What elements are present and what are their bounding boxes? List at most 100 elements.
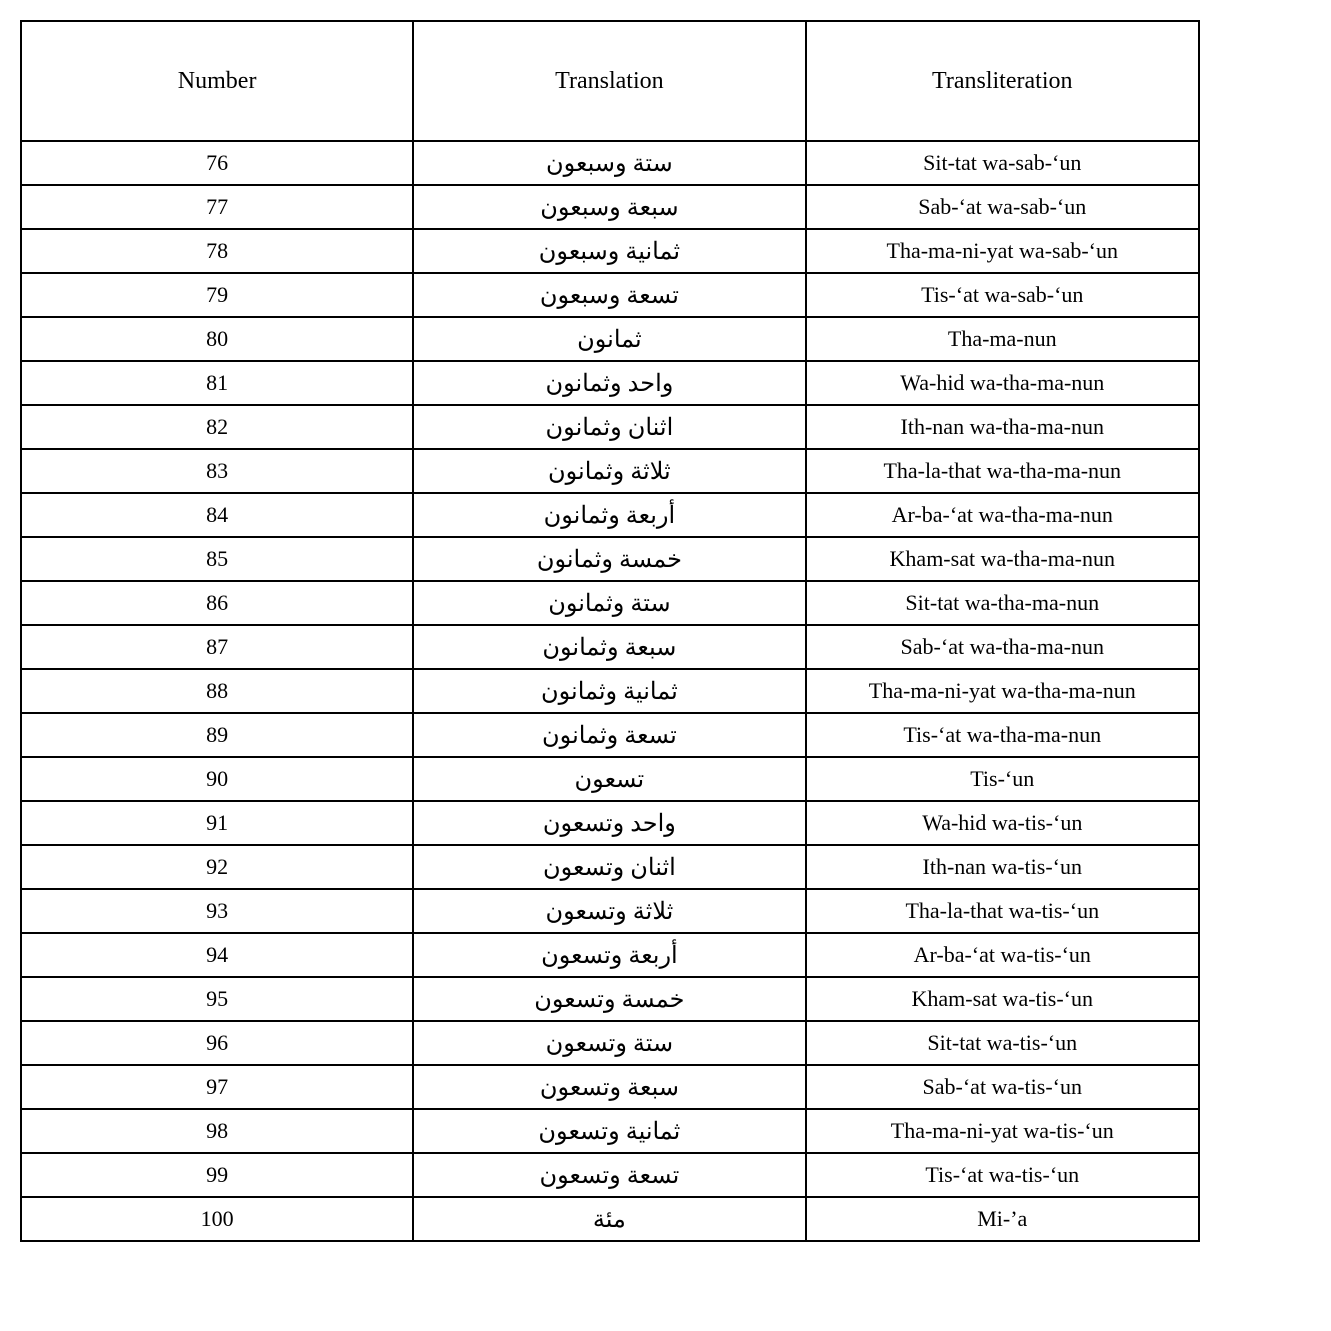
header-row: Number Translation Transliteration: [21, 21, 1199, 141]
cell-translation: واحد وتسعون: [413, 801, 805, 845]
cell-transliteration: Tha-la-that wa-tis-‘un: [806, 889, 1199, 933]
cell-number: 95: [21, 977, 413, 1021]
cell-number: 94: [21, 933, 413, 977]
cell-transliteration: Tha-ma-ni-yat wa-tha-ma-nun: [806, 669, 1199, 713]
cell-transliteration: Tis-‘at wa-tha-ma-nun: [806, 713, 1199, 757]
table-row: 80ثمانونTha-ma-nun: [21, 317, 1199, 361]
cell-transliteration: Sab-‘at wa-tha-ma-nun: [806, 625, 1199, 669]
cell-number: 97: [21, 1065, 413, 1109]
table-row: 90تسعونTis-‘un: [21, 757, 1199, 801]
table-row: 81واحد وثمانونWa-hid wa-tha-ma-nun: [21, 361, 1199, 405]
header-translation: Translation: [413, 21, 805, 141]
cell-transliteration: Ith-nan wa-tis-‘un: [806, 845, 1199, 889]
cell-transliteration: Ar-ba-‘at wa-tha-ma-nun: [806, 493, 1199, 537]
cell-translation: ثلاثة وثمانون: [413, 449, 805, 493]
table-row: 97سبعة وتسعونSab-‘at wa-tis-‘un: [21, 1065, 1199, 1109]
cell-number: 77: [21, 185, 413, 229]
cell-transliteration: Tha-la-that wa-tha-ma-nun: [806, 449, 1199, 493]
cell-transliteration: Sit-tat wa-tis-‘un: [806, 1021, 1199, 1065]
cell-number: 88: [21, 669, 413, 713]
cell-number: 82: [21, 405, 413, 449]
table-row: 92اثنان وتسعونIth-nan wa-tis-‘un: [21, 845, 1199, 889]
cell-transliteration: Tis-‘un: [806, 757, 1199, 801]
cell-number: 76: [21, 141, 413, 185]
cell-transliteration: Tis-‘at wa-tis-‘un: [806, 1153, 1199, 1197]
cell-number: 81: [21, 361, 413, 405]
cell-translation: ثلاثة وتسعون: [413, 889, 805, 933]
table-row: 79تسعة وسبعونTis-‘at wa-sab-‘un: [21, 273, 1199, 317]
cell-number: 79: [21, 273, 413, 317]
table-row: 78ثمانية وسبعونTha-ma-ni-yat wa-sab-‘un: [21, 229, 1199, 273]
cell-transliteration: Kham-sat wa-tha-ma-nun: [806, 537, 1199, 581]
table-row: 95خمسة وتسعونKham-sat wa-tis-‘un: [21, 977, 1199, 1021]
cell-number: 84: [21, 493, 413, 537]
table-row: 84أربعة وثمانونAr-ba-‘at wa-tha-ma-nun: [21, 493, 1199, 537]
cell-translation: ستة وتسعون: [413, 1021, 805, 1065]
cell-transliteration: Sit-tat wa-sab-‘un: [806, 141, 1199, 185]
cell-translation: ثمانية وتسعون: [413, 1109, 805, 1153]
cell-translation: ستة وثمانون: [413, 581, 805, 625]
cell-transliteration: Mi-’a: [806, 1197, 1199, 1241]
cell-number: 99: [21, 1153, 413, 1197]
cell-transliteration: Tis-‘at wa-sab-‘un: [806, 273, 1199, 317]
cell-translation: تسعة وسبعون: [413, 273, 805, 317]
cell-number: 90: [21, 757, 413, 801]
cell-transliteration: Tha-ma-ni-yat wa-tis-‘un: [806, 1109, 1199, 1153]
cell-translation: ستة وسبعون: [413, 141, 805, 185]
table-row: 85خمسة وثمانونKham-sat wa-tha-ma-nun: [21, 537, 1199, 581]
cell-translation: تسعة وثمانون: [413, 713, 805, 757]
cell-translation: خمسة وتسعون: [413, 977, 805, 1021]
table-row: 96ستة وتسعونSit-tat wa-tis-‘un: [21, 1021, 1199, 1065]
cell-transliteration: Wa-hid wa-tha-ma-nun: [806, 361, 1199, 405]
cell-translation: تسعة وتسعون: [413, 1153, 805, 1197]
header-transliteration: Transliteration: [806, 21, 1199, 141]
table-row: 87سبعة وثمانونSab-‘at wa-tha-ma-nun: [21, 625, 1199, 669]
table-row: 88ثمانية وثمانونTha-ma-ni-yat wa-tha-ma-…: [21, 669, 1199, 713]
cell-translation: مئة: [413, 1197, 805, 1241]
cell-translation: واحد وثمانون: [413, 361, 805, 405]
cell-translation: ثمانون: [413, 317, 805, 361]
cell-number: 91: [21, 801, 413, 845]
cell-number: 98: [21, 1109, 413, 1153]
cell-translation: سبعة وثمانون: [413, 625, 805, 669]
cell-number: 96: [21, 1021, 413, 1065]
cell-number: 85: [21, 537, 413, 581]
table-row: 77سبعة وسبعونSab-‘at wa-sab-‘un: [21, 185, 1199, 229]
cell-transliteration: Tha-ma-nun: [806, 317, 1199, 361]
cell-transliteration: Ar-ba-‘at wa-tis-‘un: [806, 933, 1199, 977]
cell-translation: سبعة وسبعون: [413, 185, 805, 229]
cell-translation: خمسة وثمانون: [413, 537, 805, 581]
cell-number: 93: [21, 889, 413, 933]
cell-translation: أربعة وثمانون: [413, 493, 805, 537]
table-row: 98ثمانية وتسعونTha-ma-ni-yat wa-tis-‘un: [21, 1109, 1199, 1153]
table-row: 94أربعة وتسعونAr-ba-‘at wa-tis-‘un: [21, 933, 1199, 977]
cell-transliteration: Wa-hid wa-tis-‘un: [806, 801, 1199, 845]
cell-number: 89: [21, 713, 413, 757]
table-row: 91واحد وتسعونWa-hid wa-tis-‘un: [21, 801, 1199, 845]
cell-transliteration: Ith-nan wa-tha-ma-nun: [806, 405, 1199, 449]
cell-number: 80: [21, 317, 413, 361]
cell-translation: ثمانية وسبعون: [413, 229, 805, 273]
table-row: 82اثنان وثمانونIth-nan wa-tha-ma-nun: [21, 405, 1199, 449]
table-header: Number Translation Transliteration: [21, 21, 1199, 141]
cell-number: 83: [21, 449, 413, 493]
cell-number: 92: [21, 845, 413, 889]
table-row: 99تسعة وتسعونTis-‘at wa-tis-‘un: [21, 1153, 1199, 1197]
cell-transliteration: Kham-sat wa-tis-‘un: [806, 977, 1199, 1021]
cell-number: 87: [21, 625, 413, 669]
cell-transliteration: Tha-ma-ni-yat wa-sab-‘un: [806, 229, 1199, 273]
cell-translation: اثنان وتسعون: [413, 845, 805, 889]
cell-translation: اثنان وثمانون: [413, 405, 805, 449]
table-row: 86ستة وثمانونSit-tat wa-tha-ma-nun: [21, 581, 1199, 625]
table-body: 76ستة وسبعونSit-tat wa-sab-‘un77سبعة وسب…: [21, 141, 1199, 1241]
cell-translation: ثمانية وثمانون: [413, 669, 805, 713]
numbers-table: Number Translation Transliteration 76ستة…: [20, 20, 1200, 1242]
table-row: 93ثلاثة وتسعونTha-la-that wa-tis-‘un: [21, 889, 1199, 933]
cell-number: 78: [21, 229, 413, 273]
cell-transliteration: Sab-‘at wa-sab-‘un: [806, 185, 1199, 229]
table-row: 76ستة وسبعونSit-tat wa-sab-‘un: [21, 141, 1199, 185]
table-row: 100مئةMi-’a: [21, 1197, 1199, 1241]
cell-transliteration: Sab-‘at wa-tis-‘un: [806, 1065, 1199, 1109]
cell-number: 86: [21, 581, 413, 625]
cell-translation: تسعون: [413, 757, 805, 801]
